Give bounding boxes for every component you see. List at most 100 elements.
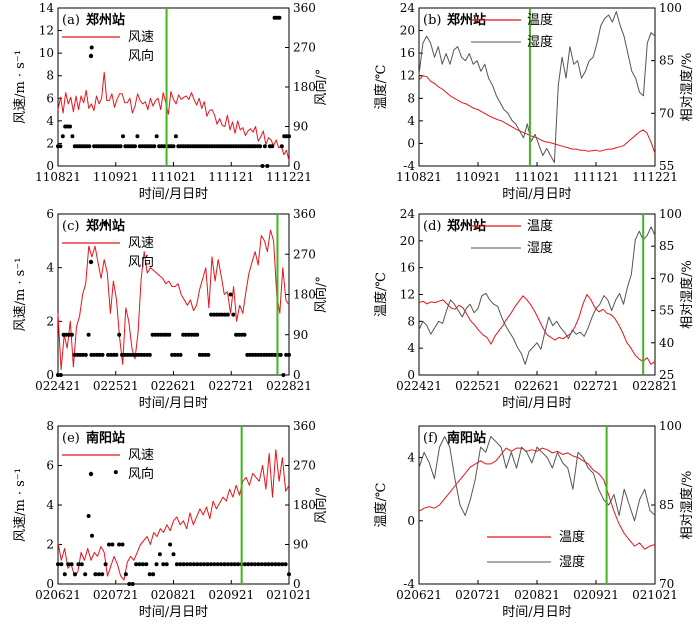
wind-direction-point xyxy=(56,562,60,567)
legend-label-temperature: 温度 xyxy=(527,12,553,28)
legend-label-temperature: 温度 xyxy=(527,218,553,234)
wind-direction-point xyxy=(70,134,75,139)
y-right-tick-label: 100 xyxy=(659,419,682,433)
wind-direction-point xyxy=(219,562,224,567)
wind-direction-point xyxy=(103,220,108,225)
wind-direction-point xyxy=(93,572,98,577)
y-right-tick-label: 25 xyxy=(659,368,674,382)
wind-direction-point xyxy=(69,562,74,567)
wind-direction-point xyxy=(205,562,210,567)
legend-swatch-wind-direction xyxy=(88,53,94,59)
wind-direction-point xyxy=(86,332,91,337)
wind-direction-point xyxy=(188,562,193,567)
x-tick-label: 111021 xyxy=(151,170,197,184)
wind-direction-point xyxy=(259,562,264,567)
y-left-tick-label: 14 xyxy=(39,1,55,15)
wind-direction-point xyxy=(136,352,141,357)
legend-label-wind-direction: 风向 xyxy=(128,466,154,482)
x-tick-label: 111221 xyxy=(266,170,312,184)
wind-direction-point xyxy=(242,332,247,337)
wind-direction-point xyxy=(157,552,162,557)
series-line-primary xyxy=(418,75,656,154)
wind-direction-point xyxy=(260,164,265,168)
y-left-tick-label: 10 xyxy=(39,46,54,60)
y-left-tick-label: 16 xyxy=(400,261,415,275)
wind-direction-point xyxy=(215,562,220,567)
y-left-tick-label: 24 xyxy=(400,207,416,221)
wind-direction-point xyxy=(144,562,149,567)
y-left-tick-label: 0 xyxy=(46,577,54,591)
wind-direction-point xyxy=(264,352,269,357)
wind-direction-point xyxy=(151,572,156,577)
wind-direction-point xyxy=(161,562,166,567)
wind-direction-point xyxy=(206,352,211,357)
wind-direction-point xyxy=(172,352,177,357)
y-left-tick-label: 2 xyxy=(46,314,54,328)
x-tick-label: 022621 xyxy=(151,379,197,393)
station-name: 郑州站 xyxy=(447,218,486,234)
x-tick-label: 022421 xyxy=(396,379,442,393)
wind-direction-point xyxy=(167,332,172,337)
wind-direction-point xyxy=(259,352,264,357)
y-right-tick-label: 85 xyxy=(659,239,674,253)
wind-direction-point xyxy=(123,572,128,577)
wind-direction-point xyxy=(174,562,179,567)
wind-direction-point xyxy=(110,542,115,547)
y-left-tick-label: 0 xyxy=(407,136,415,150)
y-left-tick-label: 16 xyxy=(400,46,415,60)
wind-direction-point xyxy=(142,352,147,357)
wind-direction-point xyxy=(236,332,241,337)
wind-direction-point xyxy=(279,144,284,149)
legend-label-wind-direction: 风向 xyxy=(128,254,154,270)
station-name: 郑州站 xyxy=(86,12,125,28)
wind-direction-point xyxy=(208,562,213,567)
y-left-tick-label: 6 xyxy=(46,91,54,105)
series-line-secondary xyxy=(418,226,656,365)
wind-direction-point xyxy=(83,572,88,577)
panel-label: (e) xyxy=(62,431,80,446)
y-left-tick-label: 4 xyxy=(46,114,54,128)
wind-direction-point xyxy=(137,562,142,567)
wind-direction-point xyxy=(203,352,208,357)
wind-direction-point xyxy=(234,332,239,337)
wind-direction-point xyxy=(154,134,159,139)
plot-frame xyxy=(418,7,656,167)
wind-direction-point xyxy=(249,562,254,567)
wind-direction-point xyxy=(58,373,63,377)
x-tick-label: 020921 xyxy=(573,588,619,602)
series-line-secondary xyxy=(418,436,656,522)
legend-swatch-wind-direction xyxy=(88,259,94,265)
wind-direction-point xyxy=(121,134,125,139)
y-right-tick-label: 0 xyxy=(293,577,301,591)
y-left-axis-label: 温度/℃ xyxy=(373,272,389,317)
wind-direction-point xyxy=(154,562,159,567)
wind-direction-point xyxy=(100,352,105,357)
wind-direction-point xyxy=(228,292,233,297)
y-left-tick-label: 6 xyxy=(46,207,54,221)
wind-direction-point xyxy=(96,572,101,577)
wind-direction-point xyxy=(267,352,272,357)
wind-direction-point xyxy=(217,312,222,317)
y-right-axis-label: 相对湿度/% xyxy=(679,260,695,329)
wind-direction-point xyxy=(122,352,127,357)
y-left-tick-label: 8 xyxy=(407,91,415,105)
wind-direction-point xyxy=(173,134,178,139)
wind-direction-point xyxy=(62,572,67,577)
y-left-tick-label: 8 xyxy=(46,69,54,83)
wind-direction-point xyxy=(287,572,291,577)
x-tick-label: 110921 xyxy=(455,170,501,184)
x-tick-label: 110821 xyxy=(35,170,81,184)
x-tick-label: 020921 xyxy=(208,588,254,602)
x-tick-label: 110921 xyxy=(93,170,139,184)
wind-direction-point xyxy=(139,352,144,357)
y-right-tick-label: 360 xyxy=(293,207,316,221)
wind-direction-point xyxy=(239,332,244,337)
y-right-tick-label: 85 xyxy=(659,498,674,512)
y-right-tick-label: 70 xyxy=(659,577,674,591)
legend-label-wind-speed: 风速 xyxy=(128,236,154,251)
wind-direction-point xyxy=(156,332,161,337)
x-tick-label: 021021 xyxy=(266,588,312,602)
panel-label: (c) xyxy=(62,219,79,234)
panel-b: -4 0 4 8 12 16 20 24 55 70 85 100 110821 110921 111021… xyxy=(373,1,695,202)
wind-direction-point xyxy=(92,352,97,357)
